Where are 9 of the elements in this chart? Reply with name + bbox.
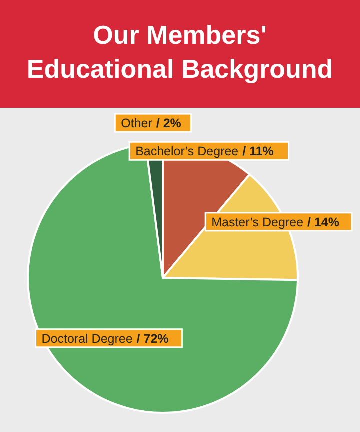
data-label: / 14% (308, 215, 340, 230)
chart-title: Our Members' Educational Background (26, 20, 334, 84)
slice-label: Master’s Degree (212, 215, 304, 230)
slice-label: Doctoral Degree (42, 332, 133, 346)
slice-label: Bachelor’s Degree (136, 144, 239, 159)
slice-label: Other (121, 116, 152, 131)
data-label: / 2% (156, 116, 182, 131)
data-label: / 72% (136, 332, 169, 346)
data-label: / 11% (242, 144, 274, 159)
